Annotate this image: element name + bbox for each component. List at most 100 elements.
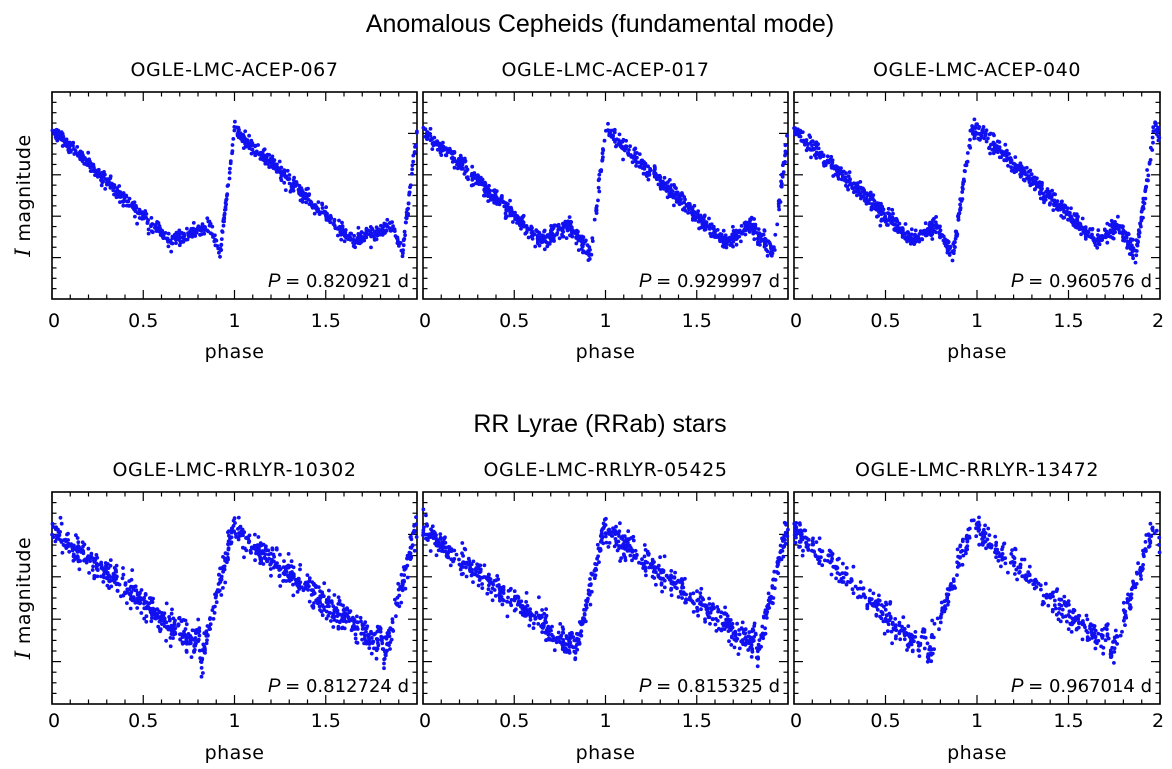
data-point	[731, 239, 736, 244]
data-point	[658, 187, 663, 191]
data-point	[783, 149, 788, 154]
data-point	[971, 518, 976, 523]
data-point	[340, 626, 344, 631]
data-point	[928, 220, 932, 225]
data-point	[1147, 537, 1152, 542]
data-point	[211, 617, 216, 621]
data-point	[925, 641, 930, 646]
data-point	[851, 591, 856, 596]
data-point	[378, 228, 383, 233]
data-point	[214, 590, 219, 595]
data-point	[984, 139, 989, 144]
data-point	[352, 233, 356, 238]
data-point	[92, 576, 97, 581]
data-point	[684, 592, 688, 597]
data-point	[708, 621, 712, 626]
data-point	[363, 620, 368, 625]
data-point	[526, 235, 531, 240]
data-point	[1074, 212, 1079, 217]
data-point	[194, 229, 199, 233]
data-point	[513, 217, 517, 222]
data-point	[718, 239, 723, 244]
data-point	[477, 574, 481, 579]
data-point	[123, 590, 127, 595]
data-point	[999, 564, 1003, 569]
data-point	[187, 635, 192, 640]
data-point	[231, 137, 236, 141]
data-point	[654, 177, 659, 182]
data-point	[1151, 125, 1156, 130]
data-point	[803, 528, 808, 533]
data-point	[421, 507, 426, 512]
data-point	[618, 559, 622, 563]
data-point	[242, 555, 246, 560]
data-point	[236, 125, 241, 130]
data-point	[429, 137, 434, 142]
x-tick-label: 0.5	[870, 310, 900, 332]
data-point	[1015, 577, 1019, 582]
data-point	[318, 608, 322, 612]
data-point	[270, 547, 275, 552]
data-point	[984, 546, 988, 551]
data-point	[576, 637, 581, 642]
data-point	[142, 616, 147, 621]
data-point	[166, 627, 171, 632]
data-point	[539, 238, 544, 243]
data-point	[676, 595, 681, 599]
x-tick-label: 1.5	[682, 310, 712, 332]
data-point	[607, 541, 612, 545]
data-point	[421, 125, 426, 130]
data-point	[401, 565, 406, 569]
data-point	[556, 630, 561, 635]
data-point	[133, 214, 137, 219]
data-point	[339, 237, 344, 242]
data-point	[354, 640, 359, 645]
data-point	[1072, 223, 1077, 228]
data-point	[524, 600, 528, 604]
data-point	[524, 591, 529, 595]
data-point	[308, 199, 313, 204]
data-point	[311, 588, 315, 592]
section-title-rrlyrae: RR Lyrae (RRab) stars	[473, 410, 726, 438]
data-point	[1136, 228, 1141, 233]
data-point	[286, 574, 291, 579]
data-point	[408, 545, 413, 550]
data-point	[783, 533, 787, 538]
data-point	[315, 601, 320, 606]
data-point	[997, 155, 1002, 160]
data-point	[871, 203, 876, 207]
data-point	[61, 134, 66, 139]
data-point	[424, 536, 428, 541]
data-point	[167, 615, 172, 619]
data-point	[441, 539, 446, 544]
data-point	[50, 128, 55, 133]
data-point	[1117, 228, 1121, 232]
data-point	[621, 137, 626, 142]
data-point	[735, 621, 739, 626]
data-point	[1037, 184, 1042, 189]
data-point	[109, 181, 114, 186]
data-point	[359, 631, 364, 636]
data-point	[946, 240, 951, 244]
data-point	[270, 157, 275, 162]
data-point	[217, 572, 221, 577]
data-point	[166, 231, 171, 236]
data-point	[656, 573, 661, 578]
data-point	[208, 627, 213, 631]
data-point	[143, 593, 148, 597]
data-point	[487, 190, 492, 195]
data-point	[493, 193, 498, 198]
data-point	[1145, 168, 1149, 172]
data-point	[438, 535, 443, 540]
data-point	[981, 125, 986, 129]
data-point	[537, 595, 541, 600]
data-point	[1079, 232, 1083, 237]
data-point	[208, 231, 213, 236]
data-point	[594, 204, 599, 209]
data-point	[375, 229, 380, 234]
data-point	[469, 183, 474, 188]
data-point	[297, 186, 302, 191]
x-tick-label: 0	[48, 310, 60, 332]
data-point	[358, 615, 363, 620]
data-point	[248, 140, 253, 145]
